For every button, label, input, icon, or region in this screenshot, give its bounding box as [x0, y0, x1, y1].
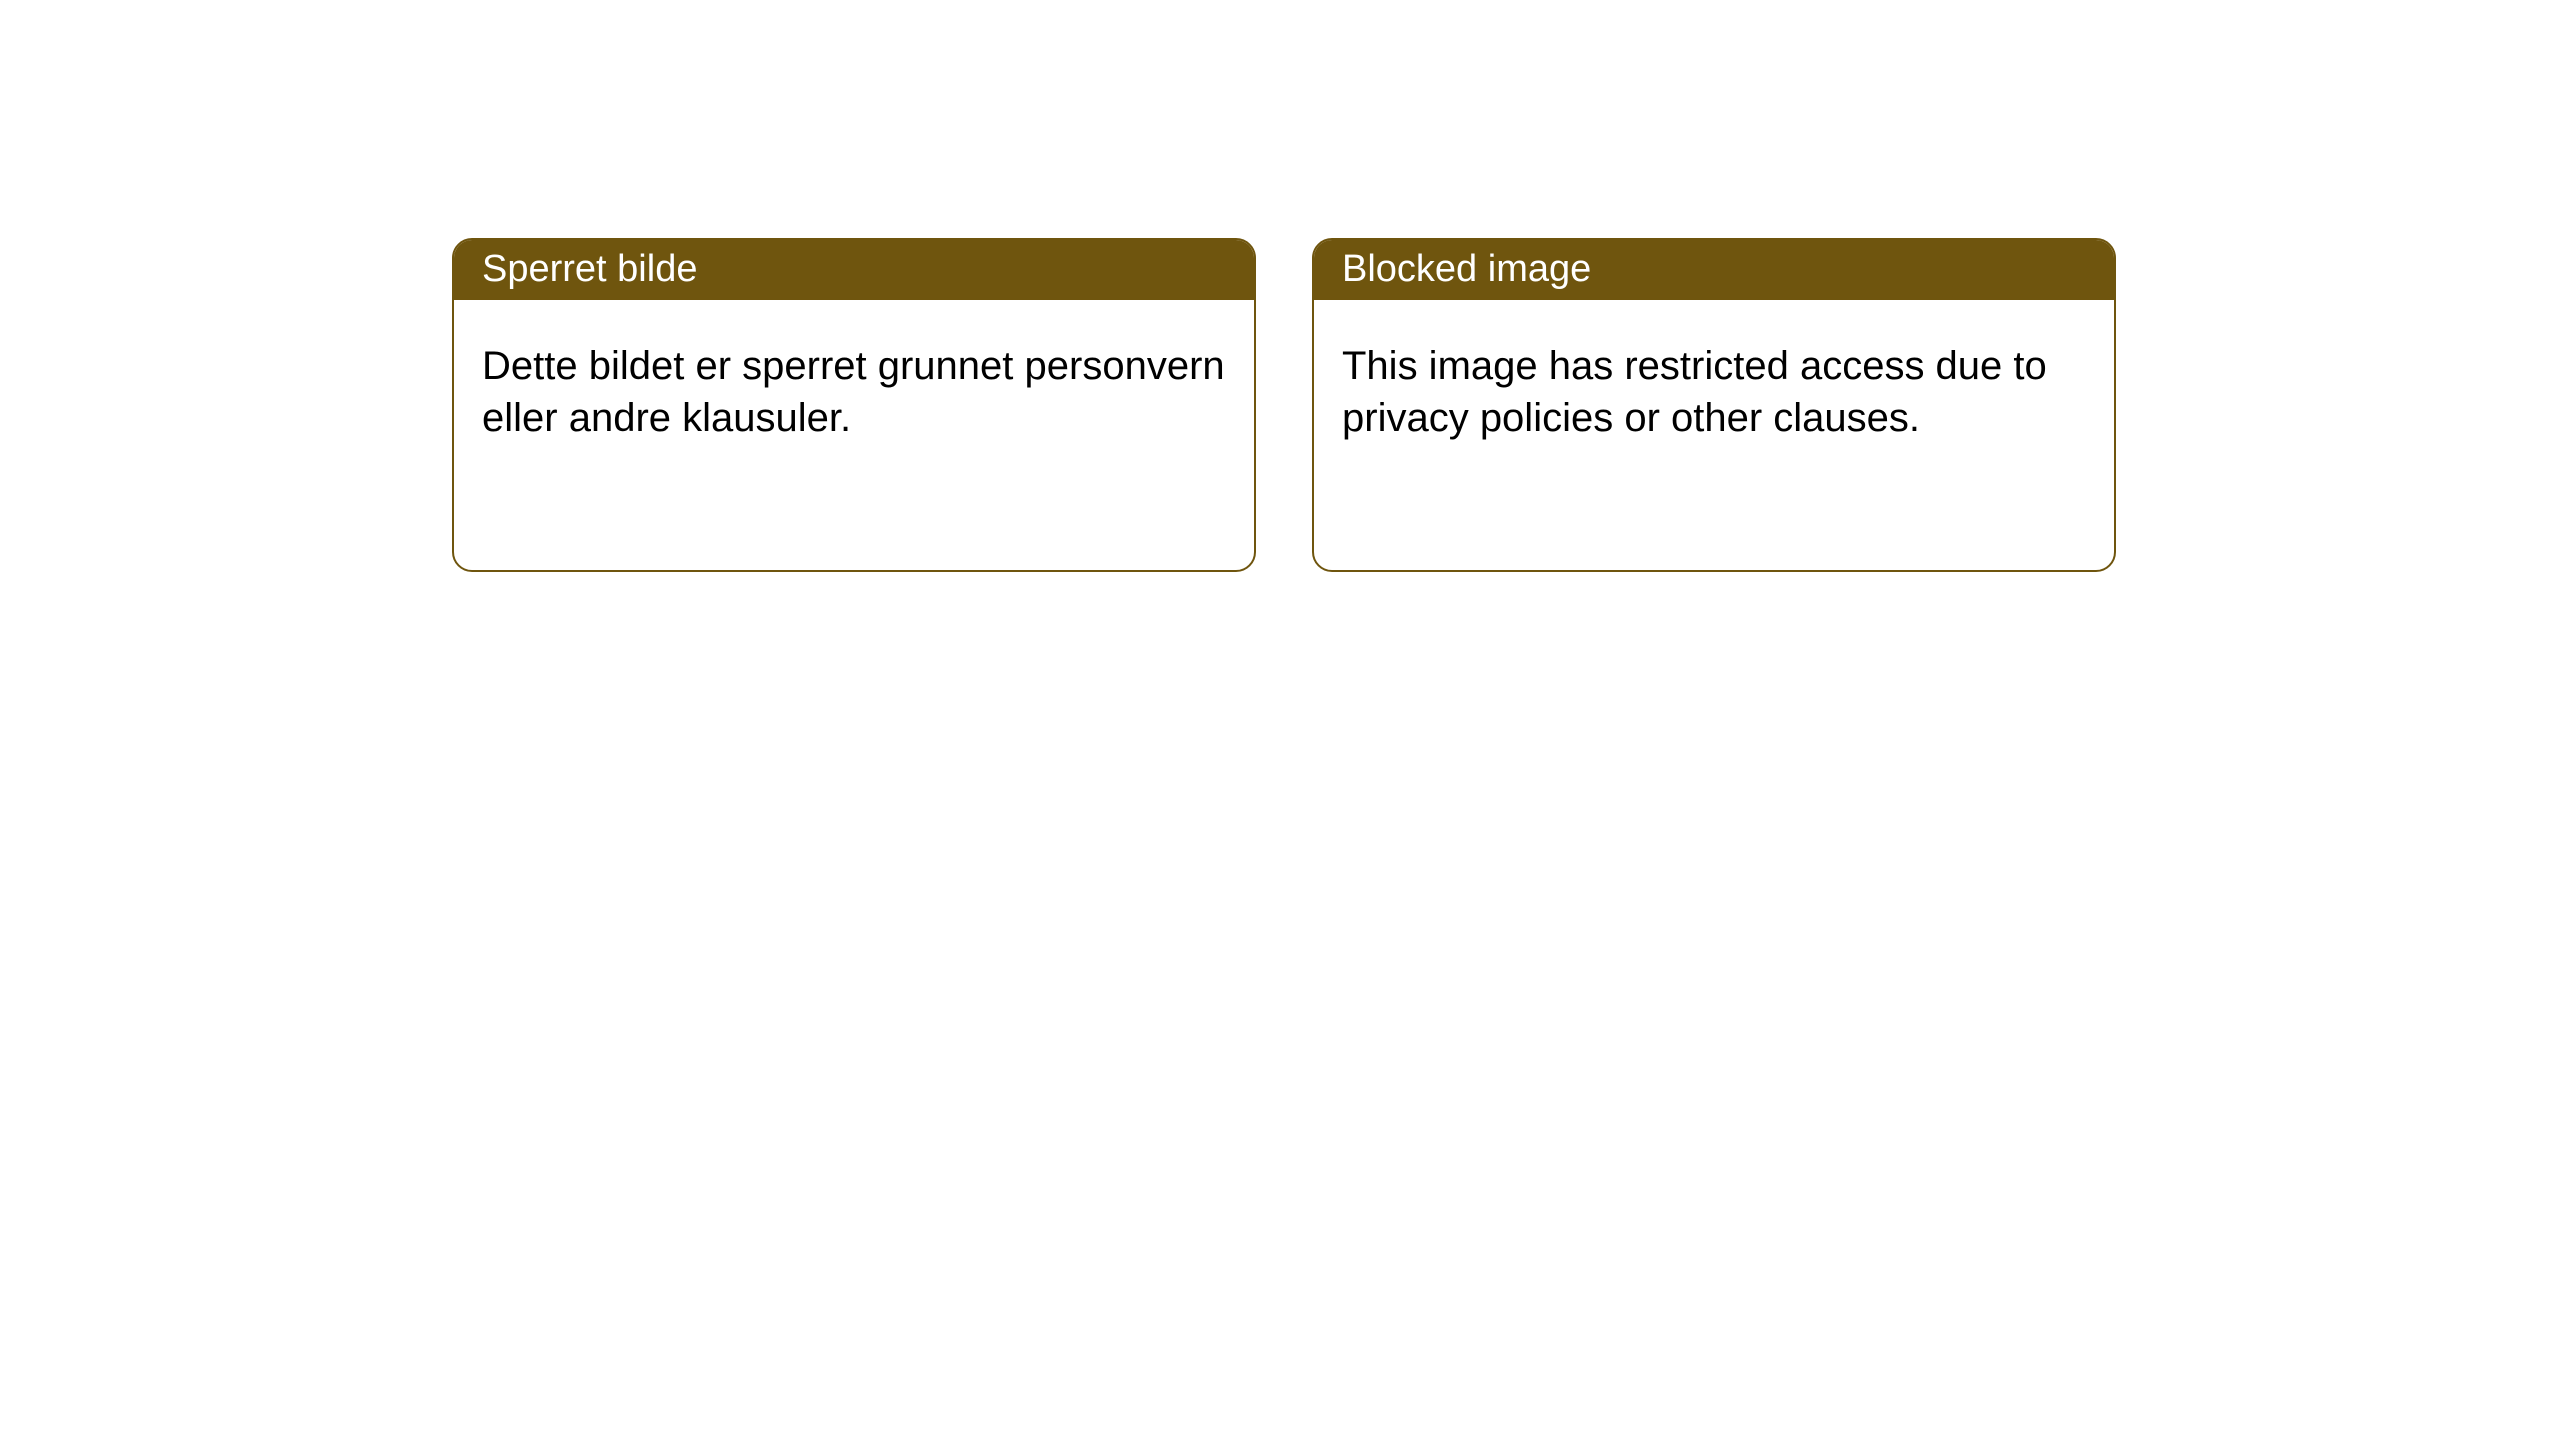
- notice-card-norwegian: Sperret bilde Dette bildet er sperret gr…: [452, 238, 1256, 572]
- card-header: Blocked image: [1314, 240, 2114, 300]
- card-body: This image has restricted access due to …: [1314, 300, 2114, 472]
- card-header: Sperret bilde: [454, 240, 1254, 300]
- notice-card-english: Blocked image This image has restricted …: [1312, 238, 2116, 572]
- card-body: Dette bildet er sperret grunnet personve…: [454, 300, 1254, 472]
- notice-cards-container: Sperret bilde Dette bildet er sperret gr…: [452, 238, 2560, 572]
